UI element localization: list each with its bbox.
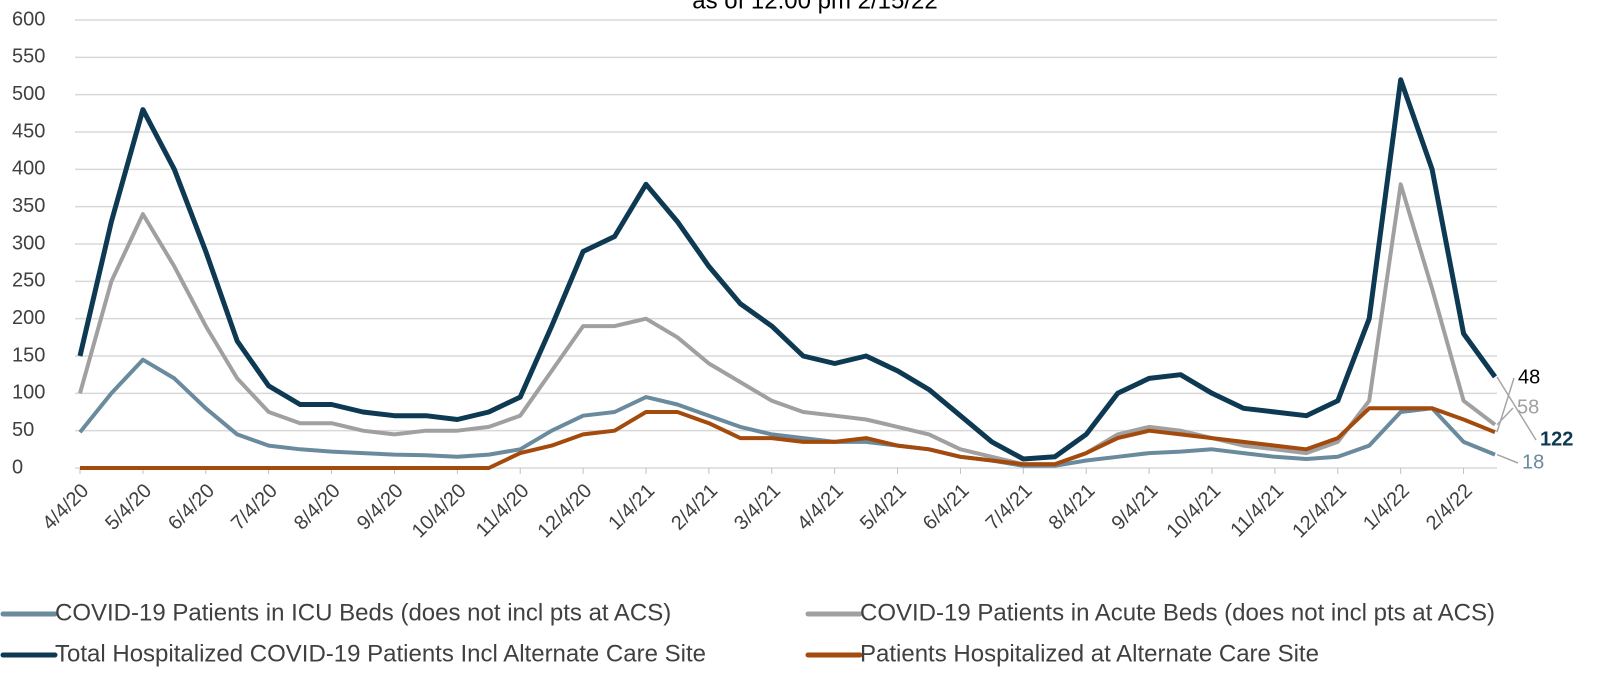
y-tick-label: 350: [12, 195, 45, 217]
x-tick-label: 10/4/21: [1163, 480, 1226, 543]
x-tick-label: 12/4/21: [1288, 480, 1351, 543]
x-tick-label: 1/4/21: [604, 480, 659, 535]
y-tick-label: 300: [12, 232, 45, 254]
legend-label: COVID-19 Patients in Acute Beds (does no…: [860, 599, 1495, 626]
series-line: [78, 182, 1497, 467]
x-tick-label: 9/4/21: [1108, 480, 1163, 535]
x-tick-label: 4/4/20: [38, 480, 93, 535]
x-tick-label: 5/4/21: [856, 480, 911, 535]
end-value-label: 48: [1518, 366, 1540, 388]
x-tick-label: 9/4/20: [353, 480, 408, 535]
y-tick-label: 100: [12, 382, 45, 404]
series-line: [78, 357, 1496, 468]
x-tick-label: 5/4/20: [101, 480, 156, 535]
x-tick-label: 1/4/22: [1359, 480, 1414, 535]
y-tick-label: 600: [12, 8, 45, 30]
legend-label: COVID-19 Patients in ICU Beds (does not …: [55, 599, 671, 626]
series-line: [80, 406, 1496, 470]
x-tick-label: 11/4/21: [1226, 480, 1288, 542]
legend-label: Patients Hospitalized at Alternate Care …: [860, 640, 1319, 667]
end-value-label: 58: [1517, 396, 1539, 418]
y-tick-label: 50: [12, 419, 34, 441]
label-leader: [1496, 377, 1515, 433]
end-value-label: 122: [1540, 428, 1573, 450]
legend-label: Total Hospitalized COVID-19 Patients Inc…: [55, 640, 706, 667]
x-tick-label: 6/4/21: [919, 480, 974, 535]
x-tick-label: 3/4/21: [730, 480, 785, 535]
label-leader: [1496, 376, 1537, 441]
x-tick-label: 11/4/20: [472, 480, 534, 542]
end-value-label: 18: [1522, 451, 1544, 473]
x-tick-label: 8/4/21: [1045, 480, 1100, 535]
y-tick-label: 200: [12, 307, 45, 329]
y-tick-label: 0: [12, 456, 23, 478]
x-tick-label: 8/4/20: [290, 480, 345, 535]
chart-subtitle: as of 12:00 pm 2/15/22: [692, 0, 938, 14]
x-tick-label: 12/4/20: [534, 480, 597, 543]
y-tick-label: 150: [12, 344, 45, 366]
x-tick-label: 6/4/20: [164, 480, 219, 535]
y-tick-label: 250: [12, 270, 45, 292]
series-line: [77, 77, 1498, 462]
x-tick-label: 4/4/21: [793, 480, 848, 535]
x-tick-label: 2/4/22: [1422, 480, 1477, 535]
x-tick-label: 2/4/21: [667, 480, 722, 535]
y-tick-label: 400: [12, 158, 45, 180]
y-tick-label: 550: [12, 46, 45, 68]
y-tick-label: 450: [12, 120, 45, 142]
x-tick-label: 7/4/20: [227, 480, 282, 535]
y-tick-label: 500: [12, 83, 45, 105]
x-tick-label: 10/4/20: [408, 480, 471, 543]
label-leader: [1496, 453, 1519, 464]
x-tick-label: 7/4/21: [982, 480, 1037, 535]
